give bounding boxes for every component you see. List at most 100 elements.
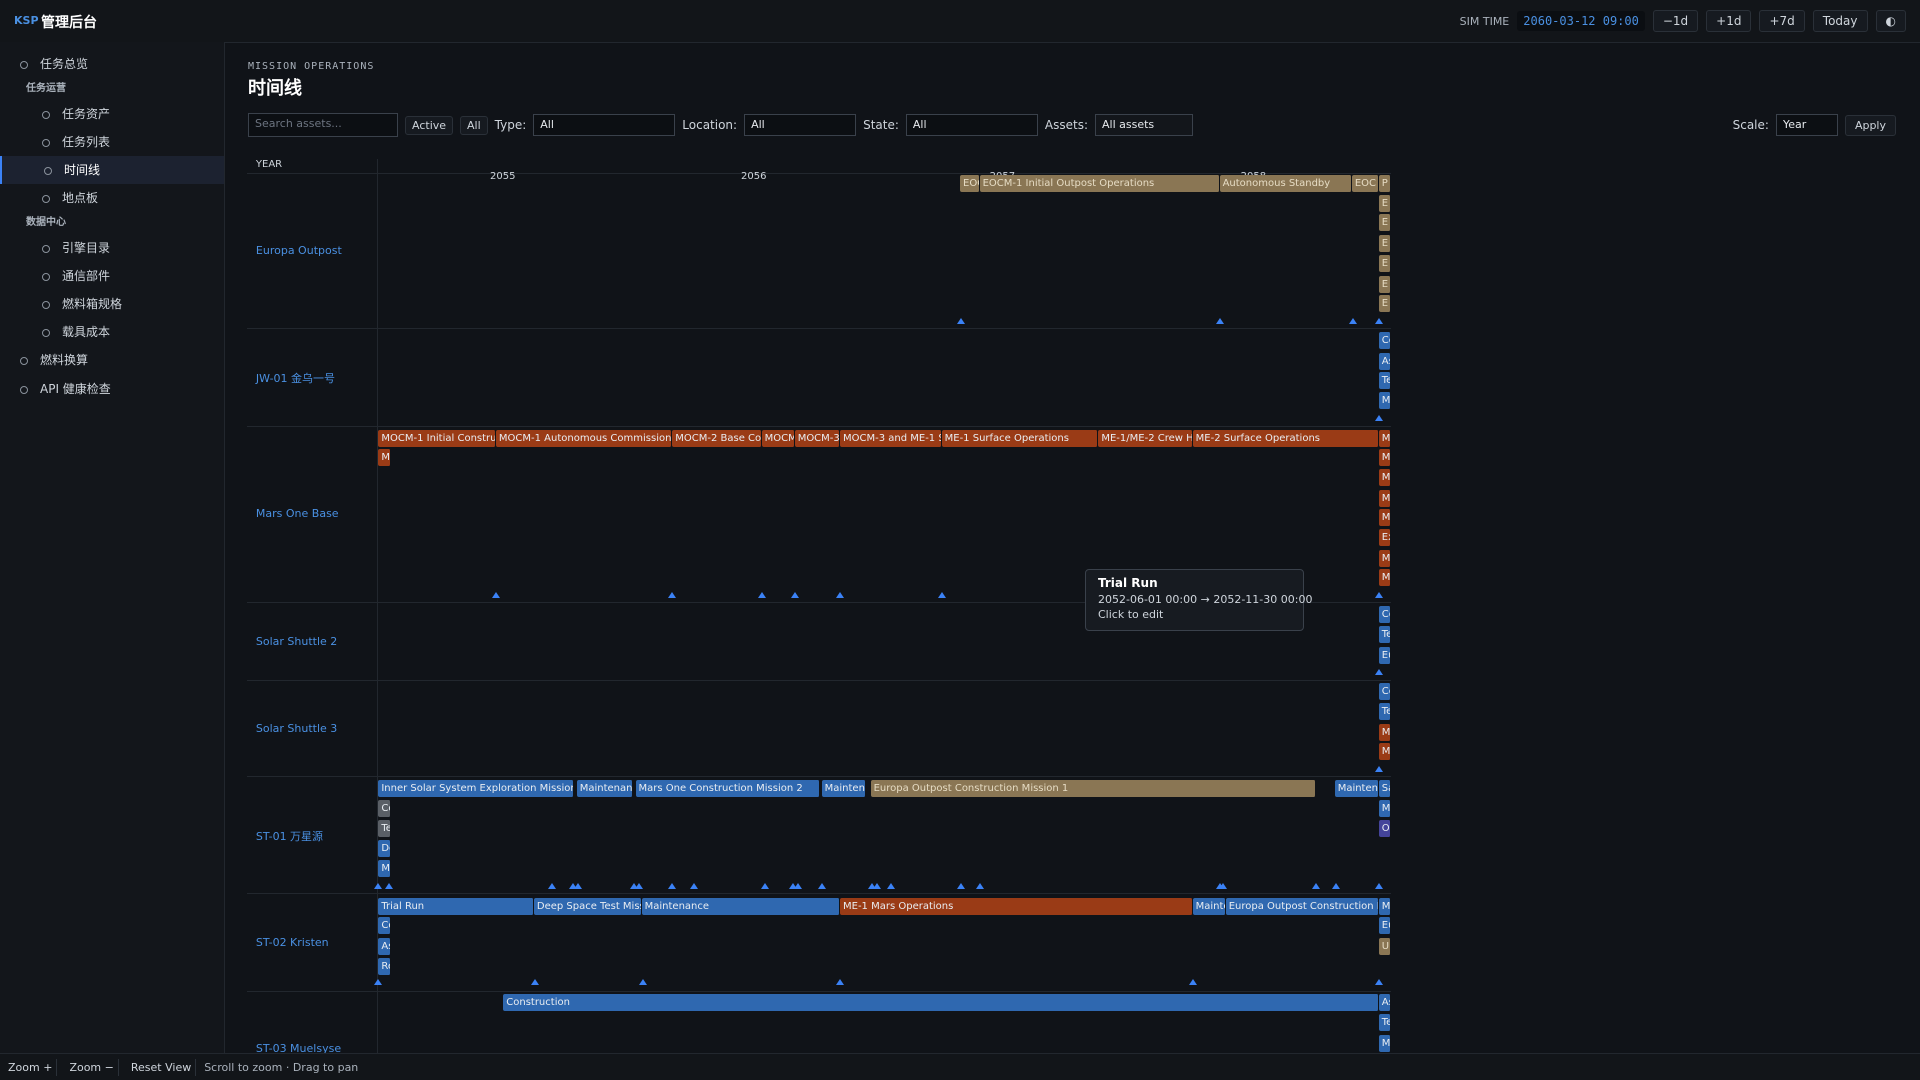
timeline-bar[interactable]: P <box>1378 175 1391 193</box>
nav-item[interactable]: 燃料箱规格 <box>0 290 224 318</box>
row-label[interactable]: ST-01 万星源 <box>255 830 324 844</box>
header-button[interactable]: −1d <box>1652 10 1699 32</box>
timeline-bar[interactable]: Maintenance <box>576 780 634 797</box>
row-label[interactable]: Europa Outpost <box>255 244 342 258</box>
timeline-bar[interactable]: Mainte <box>1192 897 1226 915</box>
timeline-bar[interactable]: Co <box>1378 606 1391 624</box>
timeline-bar[interactable]: M <box>1378 549 1391 567</box>
timeline-bar[interactable]: M <box>1378 489 1391 507</box>
scale-select[interactable]: Year <box>1775 114 1838 136</box>
nav-item[interactable]: 通信部件 <box>0 262 224 290</box>
timeline-bar[interactable]: Eu <box>1378 646 1391 664</box>
nav-item[interactable]: 任务列表 <box>0 128 224 156</box>
timeline-bar[interactable]: Maintena <box>821 780 866 797</box>
footer-button[interactable]: Reset View <box>127 1059 197 1076</box>
location-select[interactable]: All <box>744 114 857 136</box>
footer-button[interactable]: Zoom + <box>4 1059 58 1076</box>
timeline-bar[interactable]: E <box>1378 214 1391 232</box>
timeline-bar[interactable]: Co <box>1378 683 1391 701</box>
timeline-bar[interactable]: Inner Solar System Exploration Mission 1 <box>378 780 575 797</box>
nav-item[interactable]: 燃料换算 <box>0 346 224 375</box>
all-button[interactable]: All <box>460 115 488 135</box>
timeline-bar[interactable]: Co <box>378 917 391 935</box>
timeline-bar[interactable]: EOCM-1 Initial Outpost Operations <box>979 175 1220 193</box>
row-label[interactable]: Mars One Base <box>255 507 339 521</box>
timeline-bar[interactable]: MOCM-2 Base Con <box>672 429 762 447</box>
timeline-bar[interactable]: ME-2 Surface Operations <box>1192 429 1379 447</box>
timeline-bar[interactable]: ME-1/ME-2 Crew Ha <box>1098 429 1193 447</box>
timeline-bar[interactable]: MOCM <box>761 429 795 447</box>
row-label[interactable]: ST-02 Kristen <box>255 935 329 949</box>
nav-item[interactable]: 引擎目录 <box>0 234 224 262</box>
timeline-bar[interactable]: Te <box>378 820 391 838</box>
timeline-bar[interactable]: M <box>378 449 391 467</box>
timeline-bar[interactable]: As <box>378 937 391 955</box>
nav-item[interactable]: 任务资产 <box>0 100 224 128</box>
active-button[interactable]: Active <box>405 115 454 135</box>
nav-item[interactable]: API 健康检查 <box>0 375 224 404</box>
timeline-bar[interactable]: Construction <box>503 994 1379 1012</box>
timeline-bar[interactable]: E <box>1378 254 1391 272</box>
timeline-bar[interactable]: E <box>1378 295 1391 313</box>
nav-item[interactable]: 地点板 <box>0 184 224 212</box>
timeline-bar[interactable]: MOCM-3 and ME-1 Su <box>840 429 942 447</box>
timeline-bar[interactable]: De <box>378 840 391 857</box>
timeline-bar[interactable]: Te <box>1378 1013 1391 1031</box>
row-label[interactable]: ST-03 Muelsyse <box>255 1042 342 1053</box>
timeline-bar[interactable]: Eu <box>1378 917 1391 935</box>
timeline-bar[interactable]: E <box>1378 235 1391 253</box>
timeline-bar[interactable]: Maintena <box>1334 780 1379 797</box>
timeline-bar[interactable]: M <box>1378 743 1391 761</box>
timeline-bar[interactable]: MOCM-1 Autonomous Commissioning <box>495 429 673 447</box>
timeline-bar[interactable]: Ur <box>1378 937 1391 955</box>
timeline-bar[interactable]: Europa Outpost Construction Miss <box>1225 897 1379 915</box>
timeline-bar[interactable]: As <box>1378 352 1391 370</box>
timeline-bar[interactable]: Autonomous Standby <box>1219 175 1352 193</box>
type-select[interactable]: All <box>533 114 676 136</box>
timeline-bar[interactable]: Maintenance <box>641 897 840 915</box>
timeline-bar[interactable]: MOCM-3 <box>794 429 840 447</box>
header-button[interactable]: +1d <box>1706 10 1752 32</box>
timeline-bar[interactable]: ME-1 Mars Operations <box>840 897 1193 915</box>
nav-item[interactable]: 任务总览 <box>0 50 224 78</box>
timeline-bar[interactable]: Te <box>1378 625 1391 643</box>
row-label[interactable]: Solar Shuttle 2 <box>255 634 338 648</box>
timeline-bar[interactable]: MOCM-1 Initial Construction <box>378 429 496 447</box>
apply-button[interactable]: Apply <box>1844 114 1896 136</box>
nav-item[interactable]: 载具成本 <box>0 318 224 346</box>
footer-button[interactable]: Zoom − <box>65 1059 119 1076</box>
timeline-bar[interactable]: Co <box>378 799 391 817</box>
timeline-bar[interactable]: EOC <box>1351 175 1379 193</box>
state-select[interactable]: All <box>905 114 1038 136</box>
timeline-bar[interactable]: ME-1 Surface Operations <box>941 429 1099 447</box>
timeline-bar[interactable]: As <box>1378 994 1391 1012</box>
header-button[interactable]: ◐ <box>1875 10 1906 32</box>
timeline-bar[interactable]: Ex <box>1378 528 1391 546</box>
timeline-bar[interactable]: Deep Space Test Mission <box>533 897 642 915</box>
timeline-bar[interactable]: M <box>1378 799 1391 817</box>
timeline-bar[interactable]: M <box>1378 723 1391 741</box>
timeline-bar[interactable]: Europa Outpost Construction Mission 1 <box>870 780 1317 797</box>
timeline-bar[interactable]: Re <box>378 957 391 975</box>
nav-item[interactable]: 时间线 <box>0 156 224 184</box>
timeline-bar[interactable]: M <box>1378 468 1391 486</box>
timeline-bar[interactable]: M <box>1378 449 1391 467</box>
timeline-bar[interactable]: Mars One Construction Mission 2 <box>635 780 821 797</box>
timeline-bar[interactable]: M <box>1378 429 1391 447</box>
header-button[interactable]: Today <box>1812 10 1868 32</box>
timeline-bar[interactable]: E <box>1378 275 1391 293</box>
timeline-bar[interactable]: Or <box>1378 820 1391 838</box>
timeline-bar[interactable]: M <box>1378 1034 1391 1052</box>
timeline-bar[interactable]: Trial Run <box>378 897 534 915</box>
row-label[interactable]: JW-01 金乌一号 <box>255 372 336 386</box>
timeline-bar[interactable]: Co <box>1378 331 1391 349</box>
timeline-bar[interactable]: M <box>378 859 391 877</box>
timeline-bar[interactable]: M <box>1378 569 1391 587</box>
timeline-bar[interactable]: M <box>1378 391 1391 409</box>
search-input[interactable]: Search assets... <box>248 113 398 137</box>
timeline-bar[interactable]: E <box>1378 194 1391 212</box>
timeline-bar[interactable]: M <box>1378 509 1391 527</box>
timeline-bar[interactable]: Te <box>1378 702 1391 720</box>
header-button[interactable]: +7d <box>1759 10 1805 32</box>
timeline-bar[interactable]: EOC <box>960 175 980 193</box>
